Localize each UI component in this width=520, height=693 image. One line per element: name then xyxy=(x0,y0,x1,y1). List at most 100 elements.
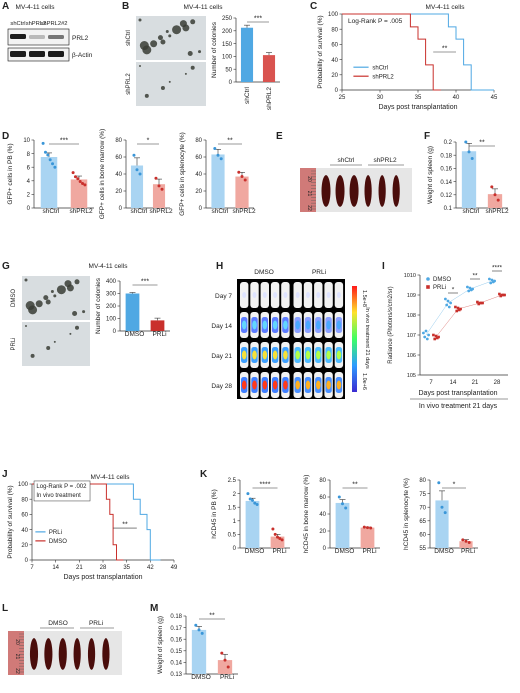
spleen xyxy=(44,638,53,670)
data-point xyxy=(341,502,344,506)
y-tick-label: 80 xyxy=(319,478,326,484)
data-point xyxy=(216,153,220,157)
x-tick-label: 25 xyxy=(339,95,346,101)
band-label: PRL2 xyxy=(72,35,89,42)
data-point xyxy=(422,331,425,335)
y-tick-label: 20 xyxy=(195,189,202,195)
signal-core xyxy=(295,350,301,360)
group-label: DMSO xyxy=(254,269,274,276)
y-tick-label: 20 xyxy=(21,543,28,549)
data-point xyxy=(425,337,429,341)
signal-core xyxy=(252,350,257,360)
significance-mark: * xyxy=(453,482,456,489)
panel-letter-D: D xyxy=(2,131,9,142)
data-point xyxy=(73,175,77,179)
mean-line xyxy=(425,280,493,336)
day-label: Day 28 xyxy=(211,383,232,390)
chart-M_spleen: 0.13 0.14 0.15 0.16 0.17 0.18 Weight of spleen… xyxy=(157,613,238,681)
signal-core xyxy=(242,292,247,298)
y-tick-label: 300 xyxy=(106,292,117,298)
data-point xyxy=(48,158,52,162)
ruler-mark: 21 xyxy=(306,191,312,197)
blot-band xyxy=(29,35,45,39)
x-tick-label: 14 xyxy=(52,565,59,571)
signal-core xyxy=(272,380,278,390)
panel-letter-I: I xyxy=(382,261,385,272)
signal-core xyxy=(252,292,257,298)
colony xyxy=(82,310,86,314)
data-point xyxy=(503,293,506,297)
y-tick-label: 60 xyxy=(319,495,326,501)
data-point xyxy=(489,281,493,285)
signal-core xyxy=(272,350,278,360)
chart-G_colonies: 0 100 200 300 400 Number of colonies DMSO PRLi *… xyxy=(95,277,170,338)
chart-F_spleen: 0.1 0.12 0.14 0.16 0.18 0.2 Weight of spleen (… xyxy=(427,140,509,216)
y-axis-label: Probability of survival (%) xyxy=(7,485,14,558)
data-point xyxy=(273,532,277,536)
data-point xyxy=(424,329,428,333)
data-point xyxy=(464,140,468,144)
legend-swatch xyxy=(426,285,430,289)
significance-mark: ** xyxy=(209,613,215,620)
x-tick-label: 7 xyxy=(429,380,433,386)
bar xyxy=(245,500,260,548)
survival-curve xyxy=(342,13,441,91)
data-point xyxy=(490,185,494,189)
category-label: DMSO xyxy=(245,548,265,555)
y-axis-label: Radiance (Photons/s/cm2/sr) xyxy=(388,286,394,363)
data-point xyxy=(160,187,164,191)
data-point xyxy=(362,525,366,529)
blot-band xyxy=(10,34,26,39)
treatment-note: In vivo treatment 21 days xyxy=(419,403,498,410)
significance-mark: *** xyxy=(141,279,149,286)
category-label: DMSO xyxy=(191,674,211,681)
x-tick-label: 49 xyxy=(171,565,178,571)
colony xyxy=(45,299,51,305)
data-point xyxy=(71,171,75,175)
y-tick-label: 106 xyxy=(407,353,416,359)
logrank-label: Log-Rank P = .005 xyxy=(348,18,403,25)
lane-label: shPRL2#2 xyxy=(40,21,67,27)
signal-core xyxy=(326,292,331,298)
blot-band xyxy=(10,51,26,57)
colony-image-shprl2 xyxy=(136,62,206,106)
data-point xyxy=(440,505,444,509)
signal-core xyxy=(283,320,288,330)
x-tick-label: 35 xyxy=(415,95,422,101)
y-tick-label: 60 xyxy=(195,155,202,161)
signal-core xyxy=(326,380,331,390)
y-tick-label: 0 xyxy=(323,546,327,552)
colony xyxy=(172,25,182,35)
data-point xyxy=(369,526,373,530)
category-label: shPRL2 xyxy=(266,87,273,111)
y-tick-label: 65 xyxy=(419,519,426,525)
category-label: PRLi xyxy=(272,548,286,555)
data-point xyxy=(194,623,198,627)
y-tick-label: 60 xyxy=(419,533,426,539)
data-point xyxy=(366,526,369,530)
x-tick-label: 28 xyxy=(100,565,107,571)
ruler-mark: 20 xyxy=(306,176,312,182)
chart-B_colonies: 0 50 100 150 200 250 Number of colonies shCtrl s… xyxy=(211,16,280,111)
colony xyxy=(30,353,35,358)
spleen xyxy=(378,175,386,207)
data-point xyxy=(464,539,468,543)
data-point xyxy=(46,153,50,157)
treatment-note: In vivo treatment xyxy=(36,493,81,499)
data-point xyxy=(344,506,348,510)
category-label: DMSO xyxy=(125,331,145,338)
colony xyxy=(160,39,166,45)
data-point xyxy=(461,538,465,542)
data-point xyxy=(248,497,252,501)
signal-core xyxy=(241,350,247,360)
legend-label: DMSO xyxy=(433,277,451,283)
colony xyxy=(64,280,72,288)
bar xyxy=(130,165,144,208)
colony-image-dmso xyxy=(22,276,90,320)
y-tick-label: 0.14 xyxy=(440,180,452,186)
bar xyxy=(150,320,165,331)
x-axis-label: Days post transplantation xyxy=(419,390,498,397)
chart-K_bm: 0 20 40 60 80 hCD45 in bone marrow (%) DMSO PRL… xyxy=(303,475,380,555)
legend-label: DMSO xyxy=(49,539,67,545)
